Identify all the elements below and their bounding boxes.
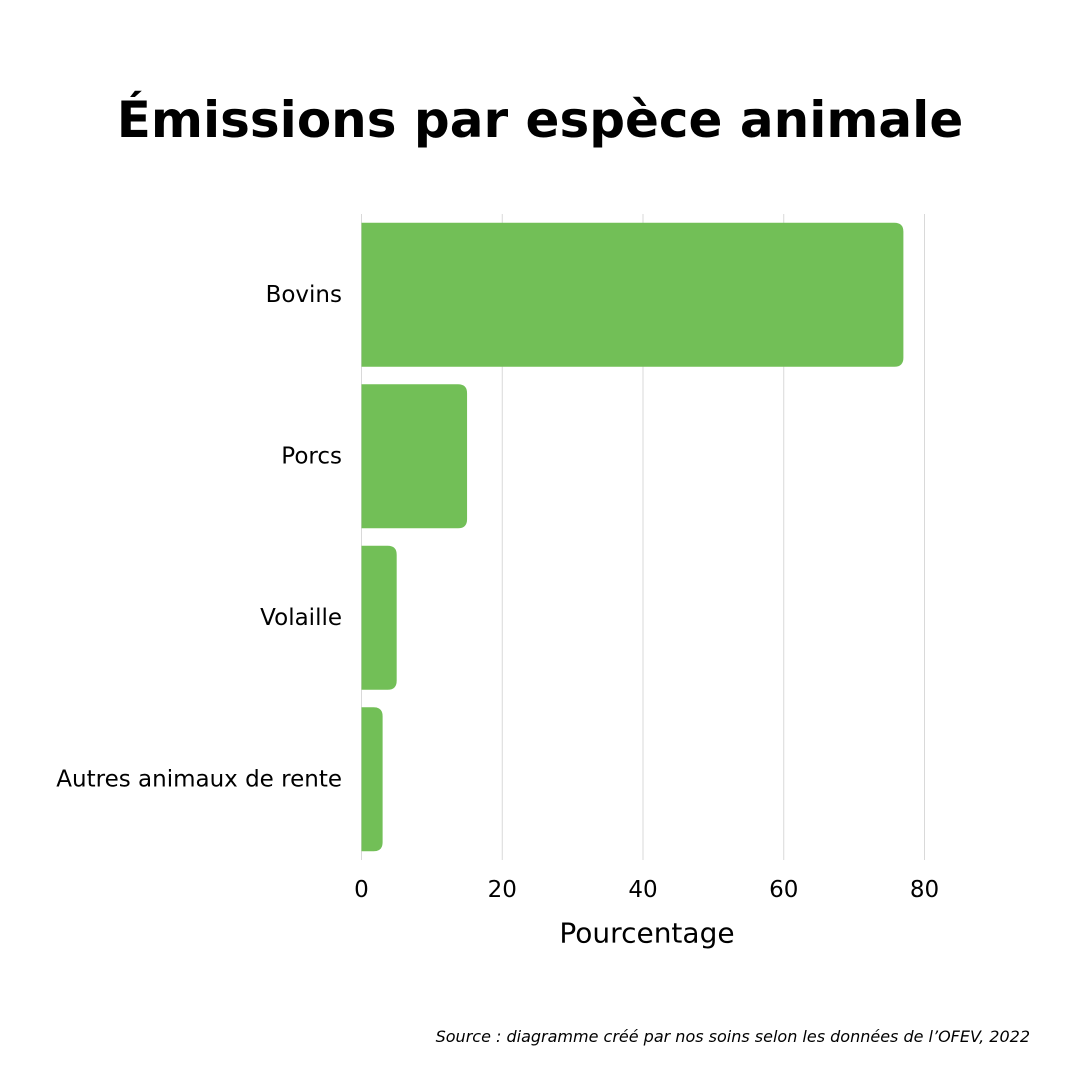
- x-tick-label: 80: [910, 877, 939, 903]
- x-tick-label: 60: [769, 877, 798, 903]
- category-label: Porcs: [281, 443, 342, 469]
- bar-2: [361, 384, 468, 529]
- bar-3: [361, 545, 397, 690]
- category-label: Bovins: [266, 282, 342, 308]
- category-label: Autres animaux de rente: [56, 766, 342, 792]
- bar-1: [361, 222, 904, 367]
- x-tick-label: 0: [354, 877, 369, 903]
- x-tick-label: 20: [488, 877, 517, 903]
- source-note: Source : diagramme créé par nos soins se…: [435, 1027, 1030, 1046]
- category-label: Volaille: [260, 605, 342, 631]
- chart-title: Émissions par espèce animale: [116, 91, 964, 149]
- x-tick-label: 40: [628, 877, 657, 903]
- bar-4: [361, 707, 383, 852]
- x-axis-title: Pourcentage: [559, 917, 734, 950]
